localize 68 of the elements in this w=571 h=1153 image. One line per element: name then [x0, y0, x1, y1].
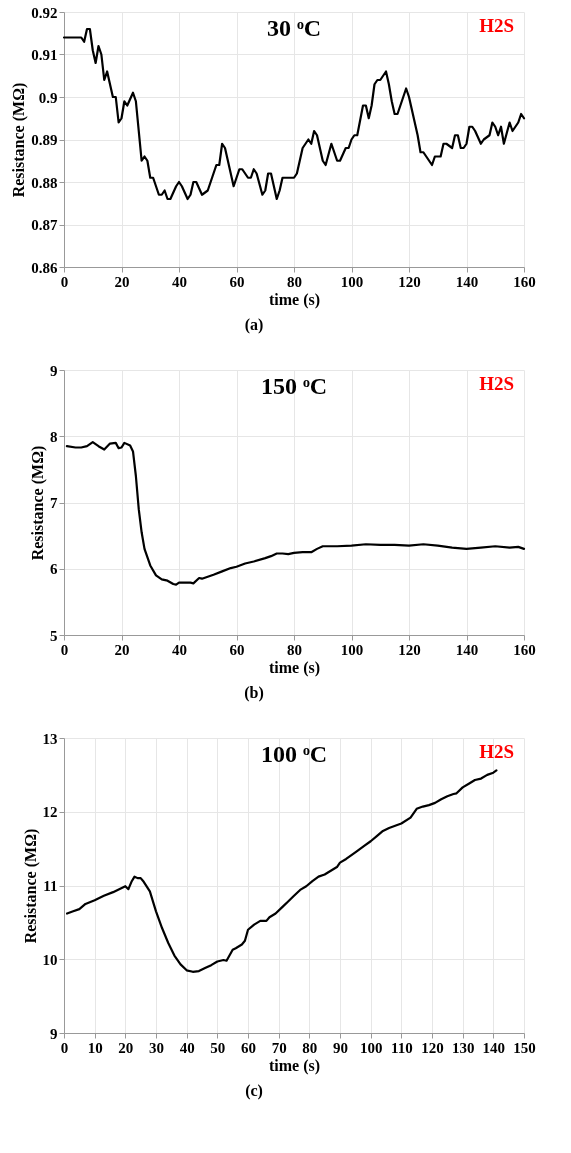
x-tick-label: 20	[118, 1039, 134, 1056]
y-tick-label: 0.91	[31, 47, 58, 63]
x-tick-label: 80	[287, 273, 302, 290]
y-tick-label: 6	[50, 561, 58, 578]
x-tick-label: 40	[172, 641, 187, 658]
x-tick-label: 130	[451, 1039, 475, 1056]
x-tick-label: 120	[398, 273, 421, 290]
x-tick-label: 20	[114, 641, 130, 658]
y-tick-label: 13	[42, 730, 58, 747]
x-tick-label: 60	[241, 1039, 256, 1056]
x-axis-title: time (s)	[268, 290, 321, 309]
x-tick-label: 140	[455, 641, 479, 658]
x-tick-label: 0	[60, 1039, 69, 1056]
x-tick-label: 100	[340, 273, 364, 290]
y-tick-label: 0.86	[31, 259, 58, 276]
x-tick-label: 40	[179, 1039, 195, 1056]
x-tick-label: 80	[287, 641, 302, 658]
y-tick-label: 0.87	[31, 217, 58, 233]
text: (c)	[245, 1082, 263, 1100]
x-tick-label: 160	[513, 641, 536, 658]
y-tick-label: 8	[50, 428, 58, 445]
x-tick-label: 10	[87, 1039, 103, 1056]
y-tick-label: 5	[50, 627, 58, 644]
y-tick-label: 0.89	[31, 132, 58, 148]
x-tick-label: 50	[210, 1039, 226, 1056]
text: (a)	[244, 316, 264, 334]
x-axis-title: time (s)	[268, 1056, 321, 1075]
x-tick-label: 120	[421, 1039, 444, 1056]
x-tick-label: 110	[390, 1039, 413, 1056]
x-tick-label: 60	[229, 273, 245, 290]
y-axis-title: Resistance (MΩ)	[21, 828, 40, 944]
y-axis-title: Resistance (MΩ)	[29, 445, 47, 561]
annotation: H2S	[479, 741, 514, 762]
y-axis-title: Resistance (MΩ)	[10, 82, 29, 198]
x-tick-label: 90	[333, 1039, 348, 1056]
x-tick-label: 160	[513, 273, 536, 290]
x-tick-label: 0	[60, 273, 69, 290]
text: (b)	[244, 684, 264, 702]
x-axis-title: time (s)	[268, 658, 321, 677]
y-tick-label: 11	[43, 878, 58, 894]
x-tick-label: 20	[114, 273, 130, 290]
y-tick-label: 0.9	[38, 89, 58, 106]
x-tick-label: 60	[229, 641, 245, 658]
y-tick-label: 12	[42, 804, 58, 821]
y-tick-label: 9	[50, 362, 58, 379]
x-tick-label: 140	[455, 273, 479, 290]
x-tick-label: 40	[172, 273, 187, 290]
chart-title: 30 ᵒC	[266, 15, 322, 41]
x-tick-label: 150	[513, 1039, 536, 1056]
y-tick-label: 7	[50, 495, 58, 511]
annotation: H2S	[479, 15, 514, 36]
x-tick-label: 30	[149, 1039, 164, 1056]
line-series	[65, 769, 498, 973]
y-tick-label: 0.92	[31, 4, 58, 21]
x-tick-label: 120	[398, 641, 421, 658]
x-tick-label: 0	[60, 641, 69, 658]
x-tick-label: 140	[482, 1039, 506, 1056]
chart-title: 150 ᵒC	[260, 373, 328, 399]
x-tick-label: 100	[340, 641, 364, 658]
x-tick-label: 80	[302, 1039, 318, 1056]
x-tick-label: 100	[359, 1039, 383, 1056]
y-tick-label: 9	[50, 1025, 58, 1042]
annotation: H2S	[479, 373, 514, 394]
y-tick-label: 10	[42, 951, 58, 968]
x-tick-label: 70	[271, 1039, 287, 1056]
y-tick-label: 0.88	[31, 174, 58, 191]
chart-title: 100 ᵒC	[260, 741, 328, 767]
line-series	[65, 441, 526, 586]
